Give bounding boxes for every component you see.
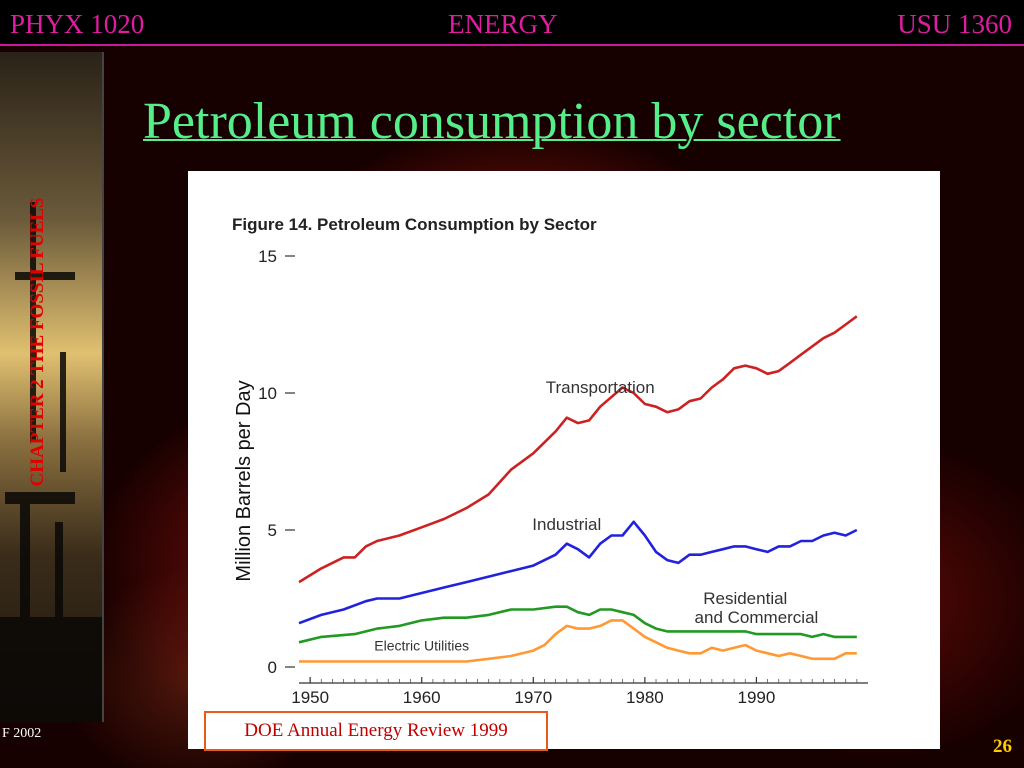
axes: 1950 1960 1970 1980 1990 0 5 10 15 (258, 247, 868, 707)
series-annotation: and Commercial (695, 608, 819, 627)
y-tick-label: 0 (268, 658, 277, 677)
series-line-industrial (298, 520, 858, 625)
x-tick-label: 1990 (738, 688, 776, 707)
topic-label: ENERGY (448, 9, 558, 39)
y-tick-label: 15 (258, 247, 277, 266)
chart-title: Figure 14. Petroleum Consumption by Sect… (232, 215, 597, 234)
series-annotation: Industrial (532, 515, 601, 534)
series-annotation: Residential (703, 589, 787, 608)
course-code: PHYX 1020 (10, 9, 145, 39)
chapter-label: CHAPTER 2 THE FOSSIL FUELS (27, 197, 48, 487)
page-number: 26 (993, 736, 1012, 757)
series-line-residential-and-commercial (298, 605, 857, 644)
slide-title: Petroleum consumption by sector (143, 93, 841, 150)
y-tick-label: 5 (268, 521, 277, 540)
y-tick-label: 10 (258, 384, 277, 403)
header-bar: PHYX 1020 ENERGY USU 1360 (0, 0, 1024, 46)
x-tick-label: 1960 (403, 688, 441, 707)
room-label: USU 1360 (897, 9, 1012, 39)
oil-pump-silhouette (0, 202, 102, 722)
chart: Figure 14. Petroleum Consumption by Sect… (232, 215, 868, 707)
citation-box: DOE Annual Energy Review 1999 (204, 711, 548, 751)
chart-figure: Figure 14. Petroleum Consumption by Sect… (188, 171, 940, 749)
sidebar-photo: CHAPTER 2 THE FOSSIL FUELS (0, 52, 104, 722)
series-lines (298, 315, 858, 663)
series-line-electric-utilities (299, 619, 857, 663)
x-tick-label: 1950 (291, 688, 329, 707)
series-annotation: Transportation (546, 378, 655, 397)
y-axis-label: Million Barrels per Day (233, 380, 255, 581)
footer-year: F 2002 (2, 726, 42, 741)
series-line-transportation (298, 315, 858, 584)
series-annotation: Electric Utilities (374, 638, 469, 654)
x-tick-label: 1970 (514, 688, 552, 707)
x-tick-label: 1980 (626, 688, 664, 707)
